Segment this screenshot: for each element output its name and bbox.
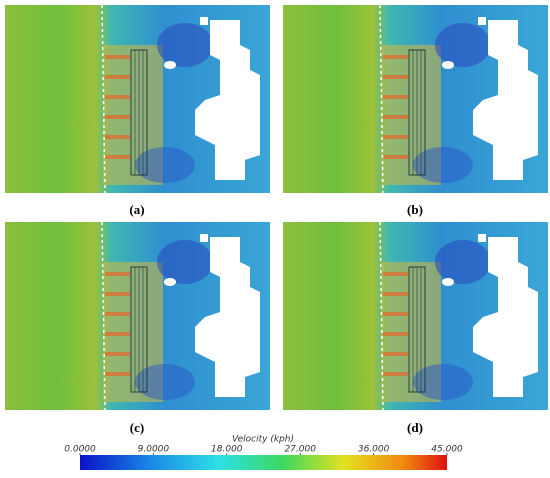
colorbar [80,455,447,470]
colorbar-tick-label: 18.000 [211,445,243,455]
colorbar-tick-label: 9.0000 [138,445,170,455]
panel-label: (b) [407,202,423,217]
colorbar-tick-label: 27.000 [284,445,316,455]
panel-label: (d) [407,420,423,435]
colorbar-tick-label: 0.0000 [64,445,96,455]
panel-label: (a) [129,202,144,217]
colorbar-tick-label: 45.000 [431,445,463,455]
panel-label: (c) [130,420,144,435]
colorbar-tick-label: 36.000 [358,445,390,455]
colorbar-title: Velocity (kph) [232,435,294,445]
